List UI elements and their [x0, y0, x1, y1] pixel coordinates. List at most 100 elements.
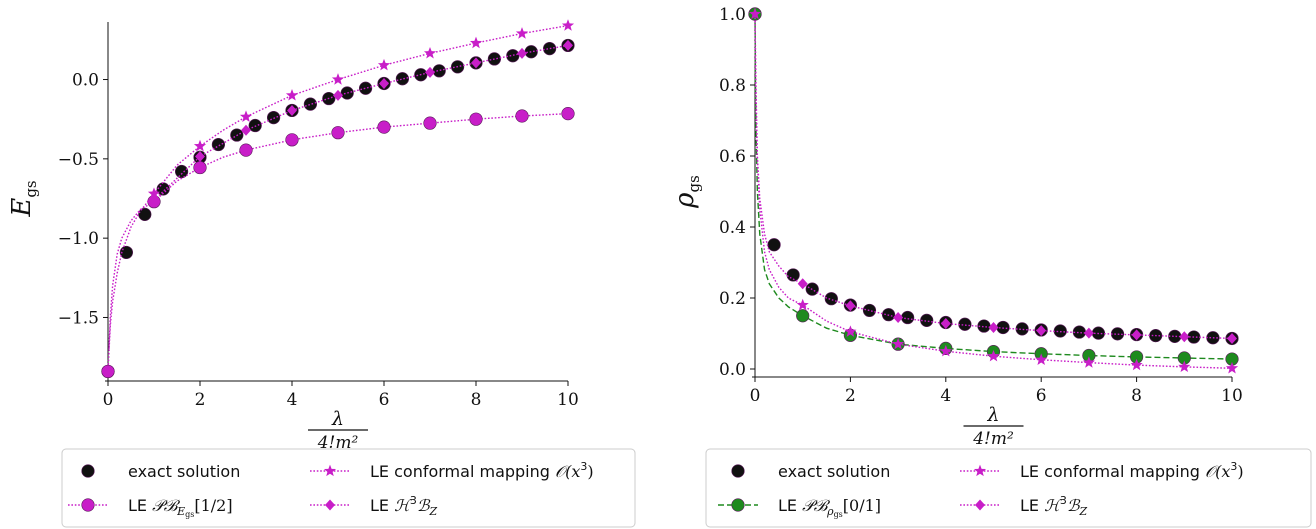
data-point — [988, 321, 999, 333]
data-point — [241, 124, 251, 136]
series-0 — [748, 7, 1239, 346]
legend-label: LE ℋ3ℬZ — [1020, 494, 1088, 518]
data-point — [285, 133, 299, 147]
x-tick-label: 6 — [1036, 386, 1047, 406]
data-point — [379, 77, 389, 89]
data-point — [333, 89, 343, 101]
data-point — [958, 317, 972, 331]
series-2 — [748, 7, 1239, 374]
data-point — [331, 73, 345, 85]
data-point — [1083, 327, 1094, 339]
data-point — [287, 104, 297, 116]
data-point — [1225, 361, 1239, 374]
data-point — [138, 207, 152, 221]
data-point — [1131, 329, 1142, 341]
data-point — [561, 19, 575, 31]
data-point — [469, 112, 483, 126]
legend: exact solution LE 𝒫ℬρgs[0/1] LE conformal … — [705, 448, 1312, 528]
y-tick-label: 0.4 — [719, 218, 746, 238]
y-tick-label: 0.8 — [719, 76, 746, 96]
legend-label: LE conformal mapping 𝒪(x3) — [370, 460, 594, 481]
data-point — [1178, 360, 1191, 373]
data-point — [1035, 353, 1048, 365]
legend-handle-marker — [81, 464, 95, 478]
data-point — [987, 349, 1000, 362]
data-point — [1015, 322, 1029, 336]
series-curve — [754, 13, 1233, 340]
x-axis-label-denominator: 4!m² — [317, 433, 359, 453]
data-point — [471, 57, 481, 69]
data-point — [432, 64, 446, 78]
legend-box — [705, 448, 1312, 528]
data-point — [892, 337, 905, 350]
series-curve — [754, 13, 1233, 369]
y-tick-label: −1.0 — [58, 229, 99, 249]
legend-label: LE 𝒫ℬEgs[1/2] — [128, 496, 233, 519]
data-point — [395, 72, 410, 86]
energy-chart: 0 2 4 6 8 10 −1.5 −1.0 −0.5 0.0 λ 4!m² Egs exact solu… — [7, 19, 636, 528]
data-point — [175, 164, 189, 179]
data-point — [796, 298, 809, 311]
series-3 — [149, 39, 573, 206]
y-axis-label-subscript: gs — [685, 175, 703, 192]
data-point — [248, 118, 262, 133]
data-point — [1227, 332, 1237, 344]
y-tick-label: 0.2 — [719, 289, 746, 309]
x-axis-label-denominator: 4!m² — [972, 429, 1014, 449]
x-tick-label: 4 — [287, 390, 298, 410]
x-tick-label: 10 — [557, 390, 579, 410]
series-curve — [754, 13, 1233, 360]
data-point — [506, 49, 520, 63]
data-point — [796, 309, 810, 323]
data-point — [940, 318, 951, 330]
density-chart: 0 2 4 6 8 10 0.0 0.2 0.4 0.6 0.8 1.0 λ 4!m² ρgs exact s… — [670, 5, 1312, 528]
y-axis-label: Egs — [7, 180, 40, 217]
data-point — [862, 303, 877, 318]
data-point — [377, 58, 391, 71]
x-tick-label: 0 — [750, 386, 761, 406]
x-tick-label: 6 — [379, 390, 390, 410]
data-point — [517, 47, 527, 59]
y-tick-label: 0.6 — [719, 147, 746, 167]
data-point — [149, 194, 159, 206]
data-point — [515, 109, 529, 123]
data-point — [1130, 358, 1143, 371]
legend-handle-marker — [325, 499, 335, 511]
data-point — [844, 325, 857, 337]
data-point — [423, 116, 437, 130]
data-point — [1082, 356, 1095, 368]
series-3 — [754, 13, 1237, 344]
data-point — [563, 39, 573, 51]
x-tick-label: 2 — [195, 390, 206, 410]
y-tick-label: 0.0 — [72, 71, 99, 91]
series-1 — [101, 107, 575, 379]
legend-label: exact solution — [778, 462, 890, 481]
data-point — [1036, 325, 1047, 337]
data-point — [939, 344, 952, 357]
data-point — [211, 137, 225, 152]
data-point — [239, 143, 253, 157]
data-point — [359, 81, 373, 95]
data-point — [285, 88, 299, 101]
data-point — [748, 7, 762, 20]
legend: exact solution LE 𝒫ℬEgs[1/2] LE conformal … — [61, 448, 636, 528]
legend-handle-marker — [731, 464, 745, 478]
data-point — [893, 312, 904, 324]
data-point — [303, 97, 318, 111]
y-tick-label: −0.5 — [58, 150, 99, 170]
data-point — [824, 292, 838, 306]
data-point — [331, 126, 345, 140]
legend-handle-marker — [973, 464, 987, 477]
data-point — [193, 139, 207, 152]
y-tick-label: 1.0 — [719, 5, 746, 25]
data-point — [193, 160, 207, 175]
legend-handle-marker — [975, 499, 985, 511]
data-point — [239, 110, 253, 122]
data-point — [469, 36, 483, 49]
legend-handle-marker — [323, 464, 337, 477]
data-point — [377, 120, 391, 134]
data-point — [542, 41, 557, 56]
x-tick-label: 8 — [1131, 386, 1142, 406]
data-point — [1179, 331, 1190, 343]
